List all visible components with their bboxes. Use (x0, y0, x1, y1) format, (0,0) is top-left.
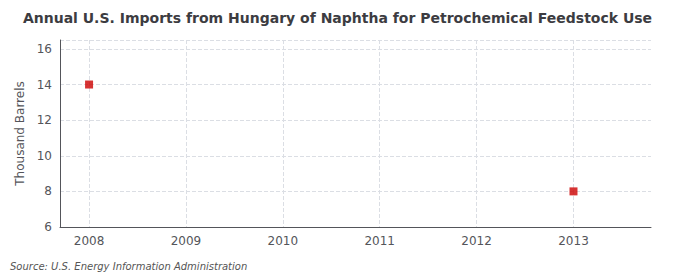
svg-text:16: 16 (37, 42, 52, 56)
svg-text:14: 14 (37, 78, 52, 92)
svg-text:2011: 2011 (364, 234, 395, 248)
svg-text:12: 12 (37, 113, 52, 127)
svg-text:2012: 2012 (461, 234, 492, 248)
svg-text:2010: 2010 (268, 234, 299, 248)
svg-text:Thousand Barrels: Thousand Barrels (13, 81, 27, 186)
svg-text:2013: 2013 (558, 234, 589, 248)
svg-text:8: 8 (44, 184, 52, 198)
svg-text:2008: 2008 (74, 234, 105, 248)
svg-text:10: 10 (37, 149, 52, 163)
svg-text:6: 6 (44, 220, 52, 234)
svg-text:2009: 2009 (171, 234, 202, 248)
svg-text:Source: U.S. Energy Informatio: Source: U.S. Energy Information Administ… (10, 261, 247, 272)
svg-text:Annual U.S. Imports from Hunga: Annual U.S. Imports from Hungary of Naph… (23, 10, 652, 26)
